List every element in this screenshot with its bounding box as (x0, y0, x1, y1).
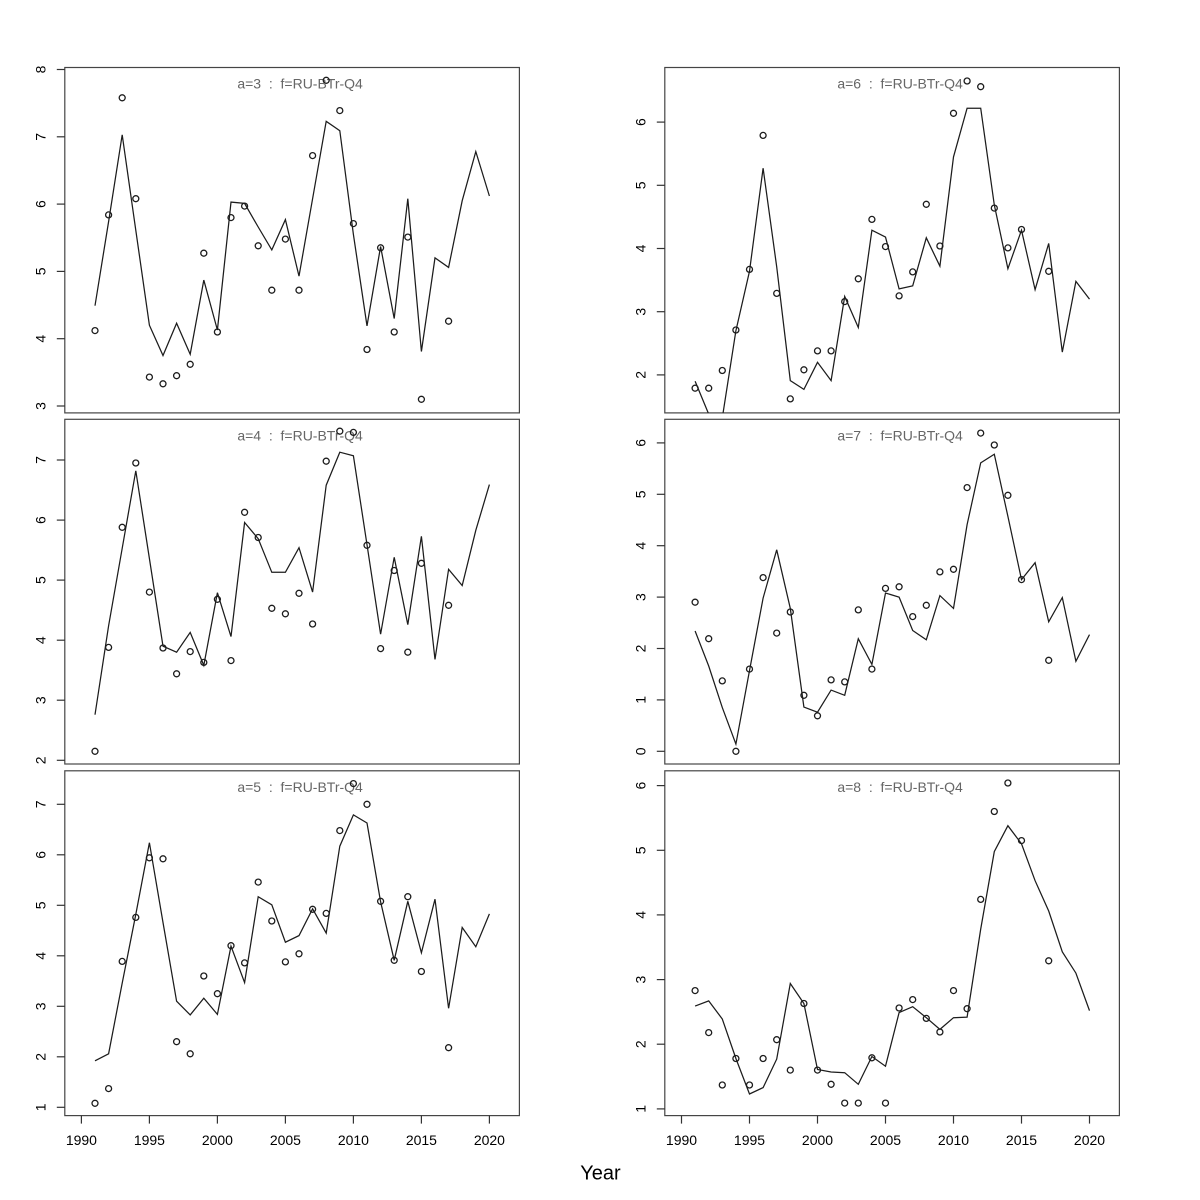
svg-text:6: 6 (632, 781, 648, 789)
svg-text:4: 4 (32, 335, 48, 343)
svg-text:2: 2 (632, 371, 648, 379)
svg-text:2020: 2020 (1074, 1132, 1105, 1148)
svg-text:7: 7 (32, 800, 48, 808)
svg-text:5: 5 (32, 576, 48, 584)
svg-text:2: 2 (32, 756, 48, 764)
svg-text:1995: 1995 (134, 1132, 165, 1148)
svg-text:5: 5 (632, 490, 648, 498)
svg-text:1: 1 (632, 1105, 648, 1113)
svg-text:5: 5 (32, 901, 48, 909)
svg-text:0: 0 (632, 747, 648, 755)
svg-text:3: 3 (632, 593, 648, 601)
svg-text:6: 6 (32, 851, 48, 859)
svg-text:8: 8 (32, 65, 48, 73)
svg-text:4: 4 (632, 911, 648, 919)
svg-text:5: 5 (632, 846, 648, 854)
svg-text:2020: 2020 (474, 1132, 505, 1148)
svg-text:5: 5 (632, 181, 648, 189)
svg-text:2: 2 (632, 1040, 648, 1048)
svg-text:a=7 : f=RU-BTr-Q4: a=7 : f=RU-BTr-Q4 (837, 427, 963, 443)
svg-text:2000: 2000 (202, 1132, 233, 1148)
svg-text:3: 3 (632, 308, 648, 316)
svg-text:2005: 2005 (870, 1132, 901, 1148)
svg-text:1990: 1990 (666, 1132, 697, 1148)
svg-text:7: 7 (32, 133, 48, 141)
svg-text:3: 3 (632, 975, 648, 983)
svg-text:6: 6 (632, 439, 648, 447)
svg-text:3: 3 (32, 1002, 48, 1010)
svg-text:a=4 : f=RU-BTr-Q4: a=4 : f=RU-BTr-Q4 (237, 427, 363, 443)
svg-text:1: 1 (32, 1103, 48, 1111)
svg-text:1: 1 (632, 696, 648, 704)
svg-text:1995: 1995 (734, 1132, 765, 1148)
svg-text:4: 4 (32, 952, 48, 960)
svg-text:2000: 2000 (802, 1132, 833, 1148)
svg-text:4: 4 (632, 542, 648, 550)
svg-text:a=5 : f=RU-BTr-Q4: a=5 : f=RU-BTr-Q4 (237, 779, 363, 795)
svg-text:2: 2 (632, 644, 648, 652)
svg-text:4: 4 (32, 636, 48, 644)
svg-text:2015: 2015 (406, 1132, 437, 1148)
svg-text:1990: 1990 (66, 1132, 97, 1148)
svg-text:2: 2 (32, 1053, 48, 1061)
svg-text:2005: 2005 (270, 1132, 301, 1148)
svg-text:5: 5 (32, 267, 48, 275)
svg-text:6: 6 (32, 516, 48, 524)
svg-text:3: 3 (32, 696, 48, 704)
svg-text:2010: 2010 (338, 1132, 369, 1148)
svg-text:4: 4 (632, 244, 648, 252)
svg-text:a=3 : f=RU-BTr-Q4: a=3 : f=RU-BTr-Q4 (237, 76, 363, 92)
svg-text:7: 7 (32, 456, 48, 464)
svg-text:2010: 2010 (938, 1132, 969, 1148)
svg-text:3: 3 (32, 402, 48, 410)
svg-text:6: 6 (632, 118, 648, 126)
svg-text:a=8 : f=RU-BTr-Q4: a=8 : f=RU-BTr-Q4 (837, 779, 963, 795)
svg-text:2015: 2015 (1006, 1132, 1037, 1148)
svg-text:6: 6 (32, 200, 48, 208)
svg-text:a=6 : f=RU-BTr-Q4: a=6 : f=RU-BTr-Q4 (837, 76, 963, 92)
svg-text:Year: Year (580, 1162, 621, 1184)
